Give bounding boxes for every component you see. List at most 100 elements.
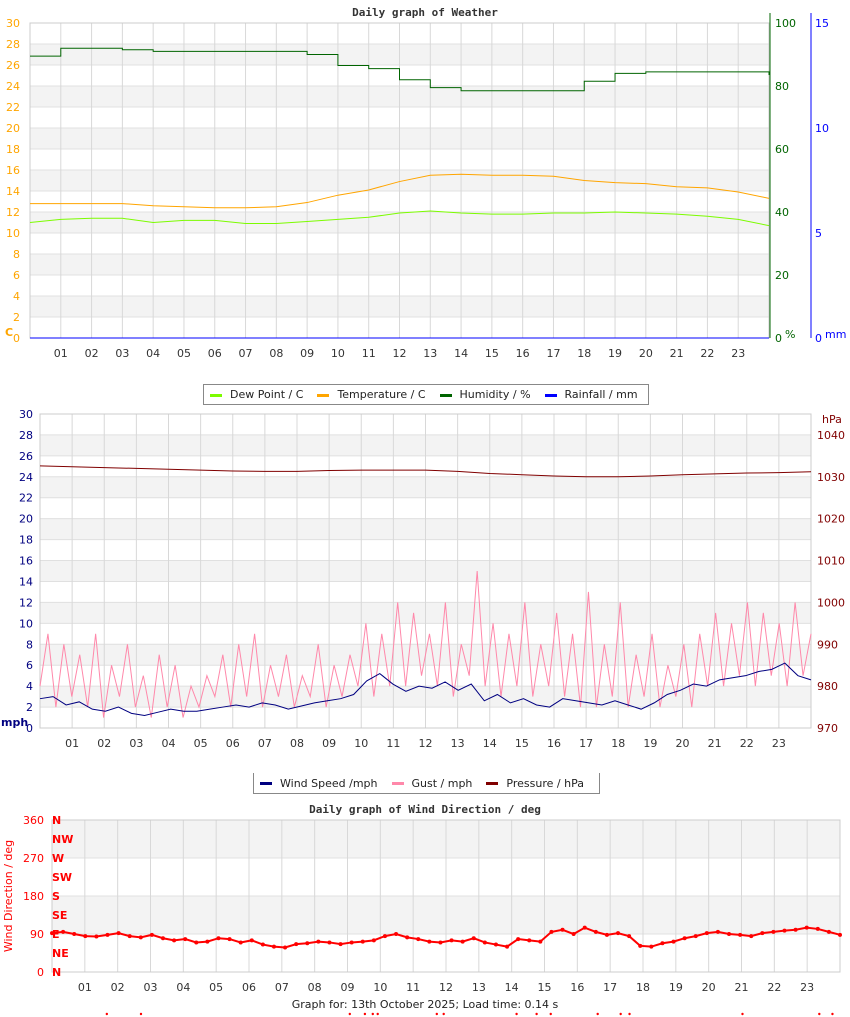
wind-legend: Wind Speed /mph Gust / mph Pressure / hPa	[253, 773, 600, 794]
axis-unit-label: hPa	[822, 413, 842, 426]
out-of-range-marker	[515, 1012, 518, 1016]
legend-item[interactable]: Pressure / hPa	[486, 777, 584, 790]
x-tick-label: 02	[111, 981, 125, 994]
legend-swatch	[210, 393, 222, 397]
y-tick-label: 12	[6, 206, 20, 219]
x-tick-label: 22	[700, 347, 714, 360]
y-tick-label: 4	[26, 680, 33, 693]
legend-item[interactable]: Wind Speed /mph	[260, 777, 378, 790]
x-tick-label: 13	[472, 981, 486, 994]
compass-label: E	[52, 928, 60, 941]
out-of-range-marker	[376, 1012, 379, 1016]
legend-label: Gust / mph	[411, 776, 473, 790]
x-tick-label: 03	[129, 737, 143, 750]
y-tick-label: 16	[6, 164, 20, 177]
compass-label: SW	[52, 871, 72, 884]
x-tick-label: 04	[176, 981, 190, 994]
out-of-range-marker	[348, 1012, 351, 1016]
y-tick-label: 20	[775, 269, 789, 282]
legend-item[interactable]: Rainfall / mm	[544, 388, 638, 401]
x-tick-label: 14	[505, 981, 519, 994]
legend-label: Temperature / C	[337, 388, 426, 401]
y-tick-label: 28	[19, 429, 33, 442]
legend-swatch	[544, 393, 557, 397]
y-tick-label: 28	[6, 38, 20, 51]
x-tick-label: 11	[406, 981, 420, 994]
y-tick-label: 360	[23, 814, 44, 827]
legend-swatch	[317, 393, 330, 397]
x-tick-label: 09	[300, 347, 314, 360]
out-of-range-marker	[831, 1012, 834, 1016]
compass-label: W	[52, 852, 64, 865]
x-tick-label: 22	[767, 981, 781, 994]
plot-area	[39, 413, 812, 729]
out-of-range-marker	[105, 1012, 109, 1016]
x-tick-label: 20	[676, 737, 690, 750]
out-of-range-marker	[363, 1012, 367, 1016]
y-tick-label: 0	[13, 332, 20, 345]
y-tick-label: 6	[26, 659, 33, 672]
x-tick-label: 17	[579, 737, 593, 750]
y-tick-label: 2	[13, 311, 20, 324]
y-tick-label: 270	[23, 852, 44, 865]
x-tick-label: 03	[115, 347, 129, 360]
y-tick-label: 4	[13, 290, 20, 303]
y-tick-label: 14	[19, 575, 33, 588]
compass-label: SE	[52, 909, 67, 922]
legend-label: Rainfall / mm	[564, 388, 638, 401]
axis-unit-label: mph	[1, 716, 28, 729]
weather-legend: Dew Point / C Temperature / C Humidity / %…	[203, 384, 649, 405]
compass-label: NW	[52, 833, 73, 846]
out-of-range-marker	[549, 1012, 552, 1016]
x-tick-label: 19	[608, 347, 622, 360]
series-temperature-c	[30, 173, 770, 209]
y-tick-label: 10	[815, 122, 829, 135]
y-tick-label: 24	[6, 80, 20, 93]
out-of-range-marker	[442, 1012, 445, 1016]
y-tick-label: 26	[19, 450, 33, 463]
series-humidity	[30, 47, 770, 92]
x-tick-label: 05	[194, 737, 208, 750]
y-tick-label: 2	[26, 701, 33, 714]
x-tick-label: 14	[454, 347, 468, 360]
y-tick-label: 1010	[817, 555, 845, 568]
plot-area	[51, 819, 841, 973]
y-tick-label: 0	[26, 722, 33, 735]
y-tick-label: 18	[19, 534, 33, 547]
chart-title-weather: Daily graph of Weather	[352, 6, 498, 19]
y-tick-label: 1020	[817, 513, 845, 526]
legend-item[interactable]: Dew Point / C	[210, 388, 303, 401]
x-tick-label: 19	[669, 981, 683, 994]
series-gust-mph	[39, 570, 812, 718]
legend-label: Pressure / hPa	[506, 776, 584, 790]
series-wind-speed-mph	[39, 662, 812, 716]
x-tick-label: 19	[643, 737, 657, 750]
legend-label: Dew Point / C	[230, 388, 304, 401]
legend-item[interactable]: Temperature / C	[317, 388, 426, 401]
y-tick-label: 80	[775, 80, 789, 93]
x-tick-label: 08	[290, 737, 304, 750]
x-tick-label: 17	[603, 981, 617, 994]
y-tick-label: 24	[19, 471, 33, 484]
legend-item[interactable]: Gust / mph	[391, 776, 473, 790]
out-of-range-marker	[741, 1012, 744, 1016]
out-of-range-marker	[435, 1012, 439, 1016]
x-tick-label: 10	[354, 737, 368, 750]
x-tick-label: 05	[177, 347, 191, 360]
wind-direction-ylabel: Wind Direction / deg	[2, 840, 15, 952]
y-tick-label: 20	[19, 513, 33, 526]
x-tick-label: 10	[373, 981, 387, 994]
y-tick-label: 14	[6, 185, 20, 198]
y-tick-label: 100	[775, 17, 796, 30]
x-tick-label: 18	[636, 981, 650, 994]
x-tick-label: 11	[362, 347, 376, 360]
x-tick-label: 01	[78, 981, 92, 994]
y-tick-label: 0	[815, 332, 822, 345]
x-tick-label: 06	[226, 737, 240, 750]
legend-item[interactable]: Humidity / %	[439, 388, 531, 401]
series-wind-direction-deg-line	[51, 926, 841, 949]
compass-label: N	[52, 814, 61, 827]
y-tick-label: 990	[817, 638, 838, 651]
x-tick-label: 12	[393, 347, 407, 360]
x-tick-label: 11	[386, 737, 400, 750]
